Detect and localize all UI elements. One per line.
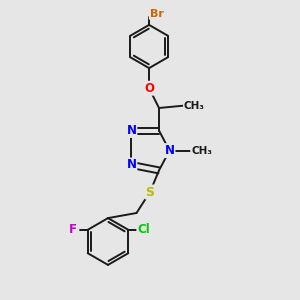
Text: CH₃: CH₃: [191, 146, 212, 156]
Text: Cl: Cl: [137, 223, 150, 236]
Text: N: N: [164, 144, 175, 157]
Text: S: S: [146, 185, 154, 199]
Text: Br: Br: [150, 9, 164, 19]
Text: N: N: [126, 124, 136, 137]
Text: CH₃: CH₃: [184, 100, 205, 111]
Text: O: O: [144, 82, 154, 95]
Text: F: F: [69, 223, 77, 236]
Text: N: N: [126, 158, 136, 172]
